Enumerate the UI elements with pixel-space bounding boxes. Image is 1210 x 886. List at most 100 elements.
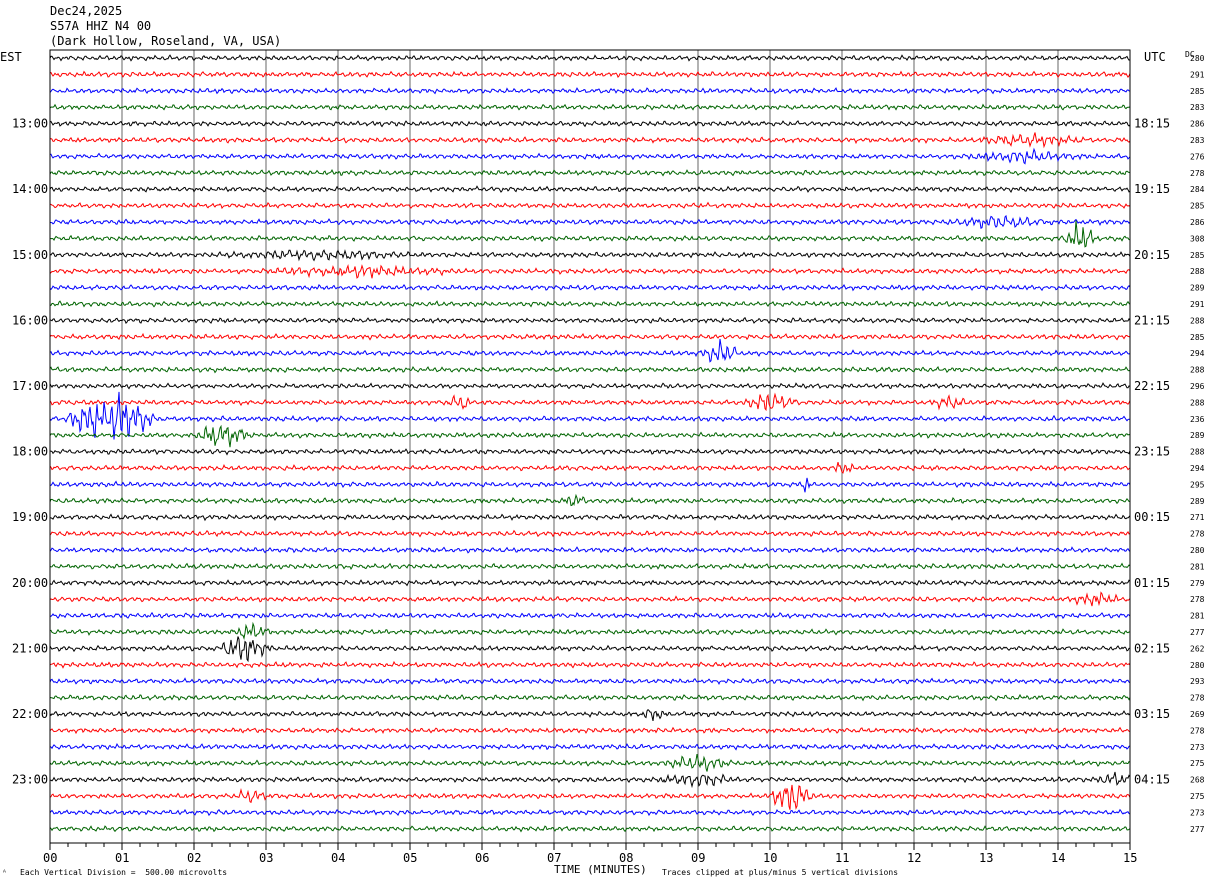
utc-hour-label: 23:15 [1134,445,1170,459]
trace-row [49,808,1131,817]
clipping-note: Traces clipped at plus/minus 5 vertical … [662,868,899,877]
utc-hour-label: 01:15 [1134,576,1170,590]
est-hour-label: 13:00 [12,117,48,131]
trace-row [49,338,1131,363]
x-tick-label: 00 [43,851,57,865]
trace-row [49,249,1131,262]
dc-offset-label: 283 [1190,103,1205,112]
left-timezone-label: EST [0,50,22,64]
trace-row [49,611,1131,620]
dc-offset-label: 278 [1190,694,1205,703]
dc-offset-labels: 280 291 285 283 286 283 276 278 284 285 286 308 285 2… [1190,54,1205,834]
dc-offset-label: 280 [1190,54,1205,63]
est-hour-label: 19:00 [12,510,48,524]
dc-offset-label: 295 [1190,480,1205,489]
dc-offset-label: 296 [1190,382,1205,391]
trace-row [49,300,1131,308]
dc-offset-label: 294 [1190,464,1205,473]
trace-row [49,743,1131,751]
dc-offset-label: 283 [1190,136,1205,145]
dc-offset-label: 294 [1190,349,1205,358]
corner-mark: ᴬ [2,868,7,877]
dc-offset-label: 289 [1190,431,1205,440]
x-tick-label: 13 [979,851,993,865]
trace-row [50,201,1131,210]
est-hour-label: 18:00 [12,445,48,459]
trace-row [50,447,1131,456]
trace-row [49,461,1131,474]
trace-row [49,392,1131,412]
dc-offset-label: 278 [1190,726,1205,735]
trace-row [49,784,1131,810]
dc-offset-label: 236 [1190,415,1205,424]
x-tick-label: 05 [403,851,417,865]
x-tick-label: 01 [115,851,129,865]
dc-offset-label: 273 [1190,743,1205,752]
dc-offset-label: 288 [1190,366,1205,375]
dc-offset-label: 285 [1190,202,1205,211]
utc-hour-label: 00:15 [1134,510,1170,524]
est-hour-label: 17:00 [12,379,48,393]
est-hour-labels: 13:00 14:00 15:00 16:00 17:00 18:00 19:00 20:00… [12,117,48,787]
utc-hour-label: 22:15 [1134,379,1170,393]
trace-row [49,771,1131,789]
trace-row [49,332,1131,341]
x-tick-label: 15 [1123,851,1137,865]
dc-offset-label: 288 [1190,448,1205,457]
trace-row [49,214,1131,229]
trace-row [49,825,1131,833]
dc-offset-label: 275 [1190,759,1205,768]
dc-offset-label: 291 [1190,300,1205,309]
trace-row [49,382,1131,390]
vertical-scale-note: Each Vertical Division = 500.00 microvol… [20,868,228,877]
x-axis-label: TIME (MINUTES) [554,863,647,876]
x-axis-ticks: 00 01 02 03 04 05 06 07 08 09 10 11 12 13 14 15 [43,843,1137,865]
x-tick-label: 03 [259,851,273,865]
trace-row [49,185,1131,194]
est-hour-label: 20:00 [12,576,48,590]
est-hour-label: 23:00 [12,773,48,787]
minute-grid [121,50,1059,843]
dc-offset-label: 288 [1190,398,1205,407]
dc-offset-label: 284 [1190,185,1205,194]
trace-row [49,87,1131,95]
est-hour-label: 22:00 [12,707,48,721]
trace-row [49,132,1131,149]
x-tick-label: 10 [763,851,777,865]
dc-offset-label: 286 [1190,218,1205,227]
dc-offset-label: 269 [1190,710,1205,719]
dc-offset-label: 280 [1190,546,1205,555]
dc-offset-label: 293 [1190,677,1205,686]
utc-hour-label: 20:15 [1134,248,1170,262]
trace-row [49,477,1131,493]
dc-offset-label: 273 [1190,808,1205,817]
plot-date: Dec24,2025 [50,4,123,18]
dc-offset-label: 279 [1190,579,1205,588]
dc-offset-label: 277 [1190,628,1205,637]
dc-offset-label: 271 [1190,513,1205,522]
x-tick-label: 12 [907,851,921,865]
trace-row [49,708,1131,722]
trace-row [49,70,1131,79]
dc-offset-label: 278 [1190,169,1205,178]
dc-offset-label: 278 [1190,595,1205,604]
utc-hour-label: 18:15 [1134,117,1170,131]
dc-offset-label: 276 [1190,152,1205,161]
x-tick-label: 06 [475,851,489,865]
dc-offset-label: 280 [1190,661,1205,670]
trace-row [49,546,1131,554]
dc-offset-label: 288 [1190,267,1205,276]
trace-row [49,529,1131,538]
trace-row [49,54,1131,62]
dc-offset-label: 291 [1190,70,1205,79]
dc-offset-label: 285 [1190,87,1205,96]
est-hour-label: 16:00 [12,313,48,327]
trace-row [49,493,1131,507]
dc-offset-label: 308 [1190,234,1205,243]
dc-offset-label: 289 [1190,284,1205,293]
trace-row [49,283,1131,292]
trace-row [49,621,1131,641]
dc-offset-label: 268 [1190,776,1205,785]
dc-offset-label: 281 [1190,562,1205,571]
